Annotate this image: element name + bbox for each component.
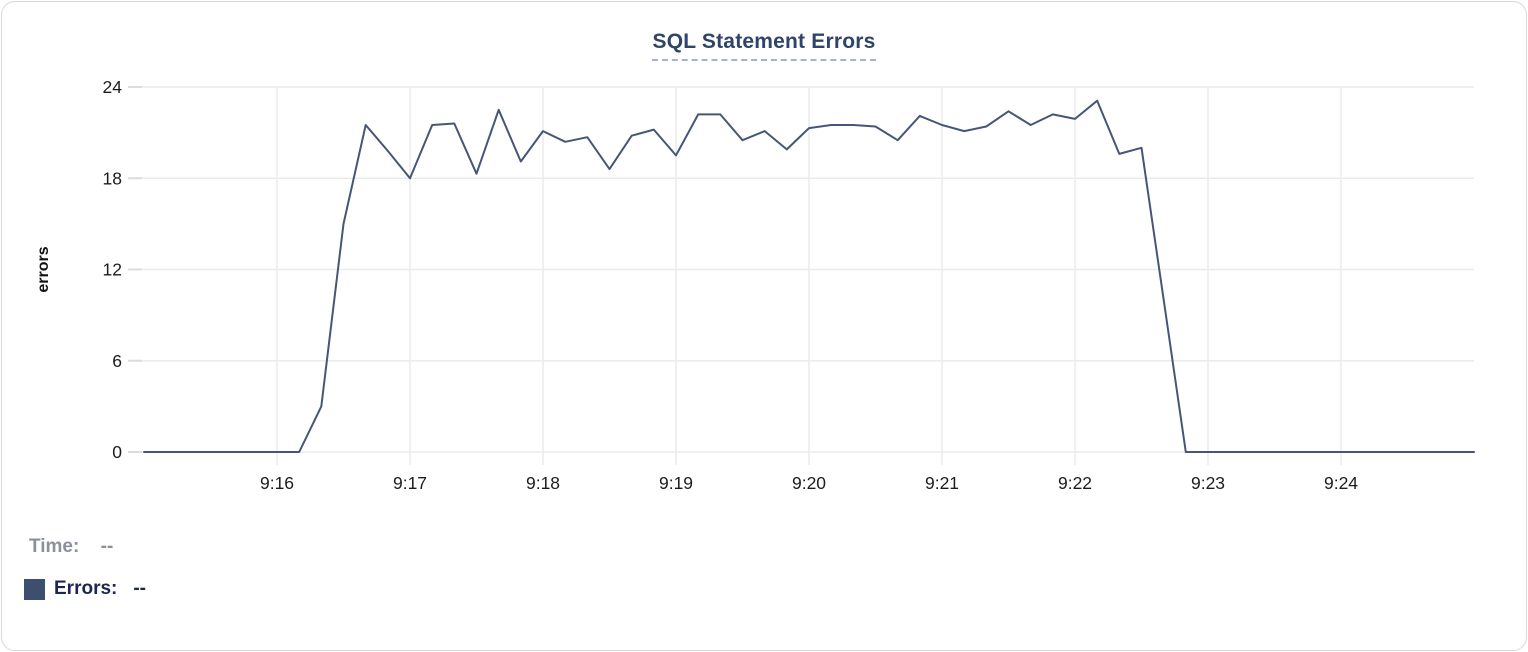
x-tick-label: 9:17 <box>393 473 427 493</box>
x-tick-label: 9:23 <box>1191 473 1225 493</box>
x-tick-label: 9:22 <box>1058 473 1092 493</box>
y-tick-label: 24 <box>103 77 123 97</box>
y-tick-label: 6 <box>112 351 122 371</box>
y-tick-label: 0 <box>112 442 122 462</box>
errors-series-line <box>143 99 1475 453</box>
errors-legend-swatch <box>24 578 45 600</box>
tooltip-time-label: Time: <box>29 536 80 557</box>
errors-line-chart[interactable]: 0 6 12 18 24 9:16 9:17 9:18 9:19 9:20 9:21 9:22 9:23… <box>2 2 1527 507</box>
tooltip-errors-label: Errors: <box>54 578 118 599</box>
x-tick-label: 9:19 <box>659 473 693 493</box>
y-tick-label: 12 <box>103 260 122 280</box>
tooltip-time-value: -- <box>100 536 114 557</box>
x-tick-label: 9:16 <box>260 473 294 493</box>
legend-errors-row: Errors: -- <box>24 578 146 600</box>
y-axis-title: errors <box>35 246 52 292</box>
tooltip-time-row: Time: -- <box>29 536 113 558</box>
x-tick-label: 9:18 <box>526 473 560 493</box>
x-tick-label: 9:21 <box>925 473 959 493</box>
tooltip-errors-value: -- <box>133 578 147 599</box>
x-tick-label: 9:24 <box>1324 473 1358 493</box>
x-tick-label: 9:20 <box>792 473 826 493</box>
y-tick-label: 18 <box>103 168 122 188</box>
chart-title[interactable]: SQL Statement Errors <box>652 30 876 61</box>
chart-header: SQL Statement Errors <box>2 30 1526 61</box>
